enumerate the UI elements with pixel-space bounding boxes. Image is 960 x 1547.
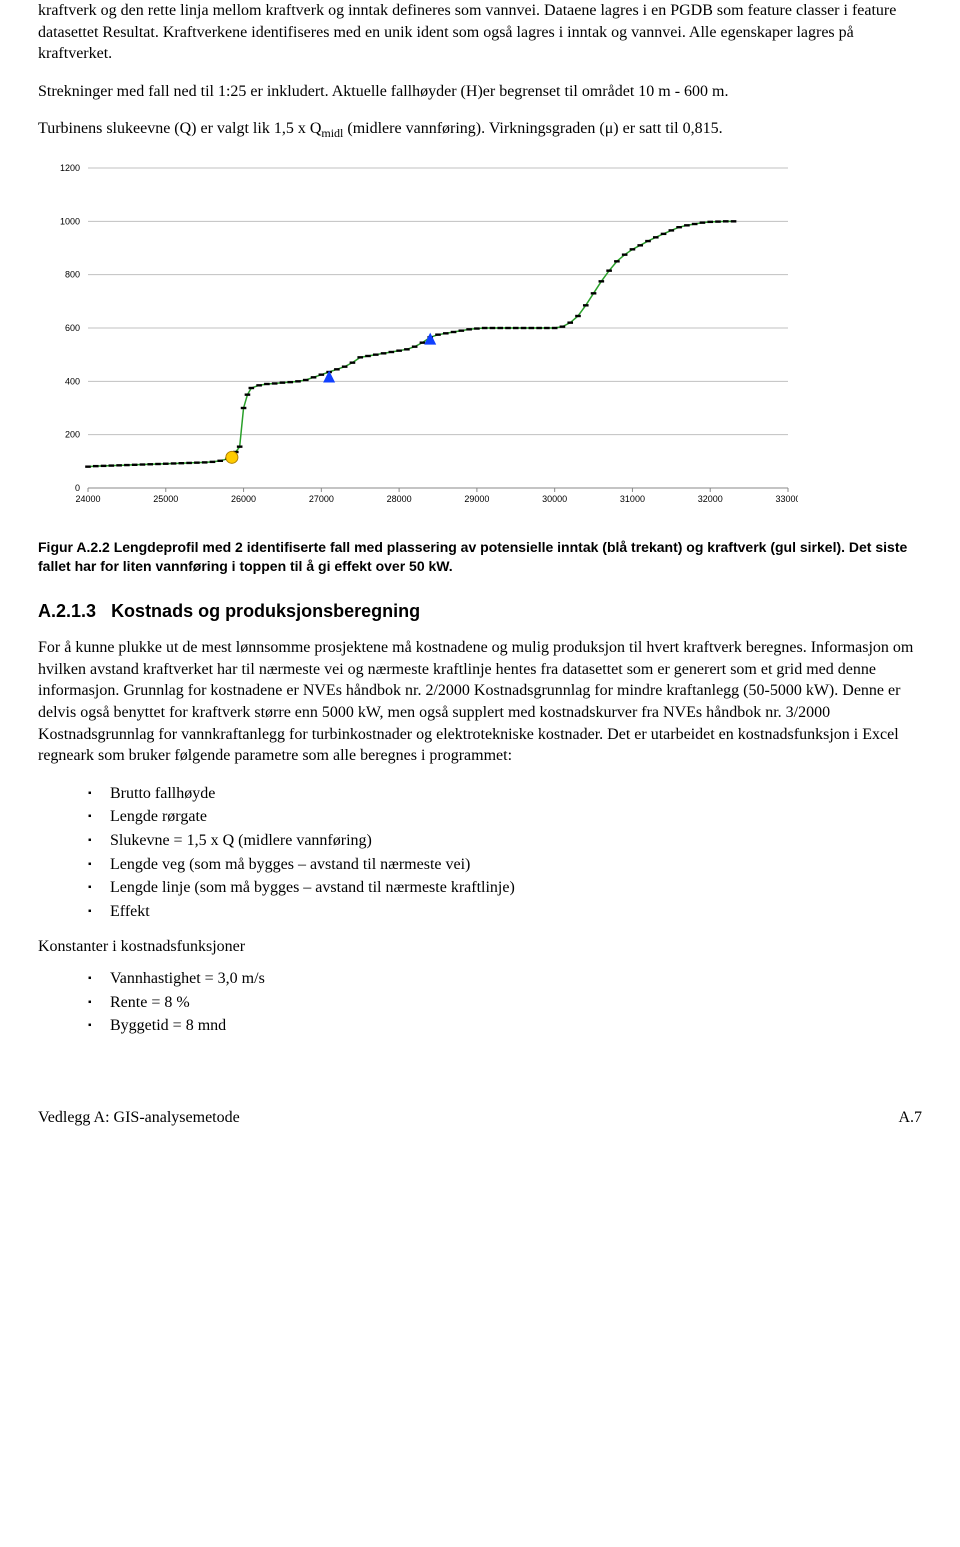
caption-label: Figur A.2.2 <box>38 539 110 555</box>
svg-text:30000: 30000 <box>542 494 567 504</box>
constants-header: Konstanter i kostnadsfunksjoner <box>38 936 922 958</box>
list-item: Brutto fallhøyde <box>88 783 922 805</box>
svg-text:25000: 25000 <box>153 494 178 504</box>
footer-left: Vedlegg A: GIS-analysemetode <box>38 1107 240 1129</box>
list-item: Vannhastighet = 3,0 m/s <box>88 968 922 990</box>
list-item: Slukevne = 1,5 x Q (midlere vannføring) <box>88 830 922 852</box>
svg-text:24000: 24000 <box>75 494 100 504</box>
list-item: Lengde veg (som må bygges – avstand til … <box>88 854 922 876</box>
subsection-heading: A.2.1.3 Kostnads og produksjonsberegning <box>38 599 922 623</box>
intro-paragraph-1: kraftverk og den rette linja mellom kraf… <box>38 0 922 65</box>
list-item: Effekt <box>88 901 922 923</box>
svg-text:800: 800 <box>65 269 80 279</box>
para3-sub: midl <box>321 127 343 141</box>
intro-paragraph-2: Strekninger med fall ned til 1:25 er ink… <box>38 81 922 103</box>
svg-text:26000: 26000 <box>231 494 256 504</box>
list-item: Lengde linje (som må bygges – avstand ti… <box>88 877 922 899</box>
list-item: Lengde rørgate <box>88 806 922 828</box>
svg-text:33000: 33000 <box>775 494 798 504</box>
footer-right: A.7 <box>898 1107 922 1129</box>
list-item: Byggetid = 8 mnd <box>88 1015 922 1037</box>
svg-text:400: 400 <box>65 376 80 386</box>
parameter-list: Brutto fallhøydeLengde rørgateSlukevne =… <box>38 783 922 923</box>
svg-text:600: 600 <box>65 323 80 333</box>
svg-text:1200: 1200 <box>60 163 80 173</box>
svg-text:28000: 28000 <box>387 494 412 504</box>
svg-text:0: 0 <box>75 483 80 493</box>
cost-paragraph: For å kunne plukke ut de mest lønnsomme … <box>38 637 922 767</box>
page-footer: Vedlegg A: GIS-analysemetode A.7 <box>38 1107 922 1129</box>
svg-text:200: 200 <box>65 429 80 439</box>
length-profile-chart: 0 200 400 600 800 1000 1200 24000 25000 26000 2700… <box>38 158 922 518</box>
svg-text:29000: 29000 <box>464 494 489 504</box>
constants-list: Vannhastighet = 3,0 m/sRente = 8 %Bygget… <box>38 968 922 1037</box>
svg-text:31000: 31000 <box>620 494 645 504</box>
svg-text:27000: 27000 <box>309 494 334 504</box>
para3-post: (midlere vannføring). Virkningsgraden (μ… <box>343 120 722 137</box>
subsection-number: A.2.1.3 <box>38 601 96 621</box>
para3-pre: Turbinens slukeevne (Q) er valgt lik 1,5… <box>38 120 321 137</box>
subsection-title: Kostnads og produksjonsberegning <box>111 601 420 621</box>
chart-caption: Figur A.2.2 Lengdeprofil med 2 identifis… <box>38 538 922 577</box>
list-item: Rente = 8 % <box>88 992 922 1014</box>
svg-text:1000: 1000 <box>60 216 80 226</box>
svg-text:32000: 32000 <box>698 494 723 504</box>
intro-paragraph-3: Turbinens slukeevne (Q) er valgt lik 1,5… <box>38 118 922 141</box>
caption-text: Lengdeprofil med 2 identifiserte fall me… <box>38 539 907 575</box>
chart-svg: 0 200 400 600 800 1000 1200 24000 25000 26000 2700… <box>38 158 798 518</box>
